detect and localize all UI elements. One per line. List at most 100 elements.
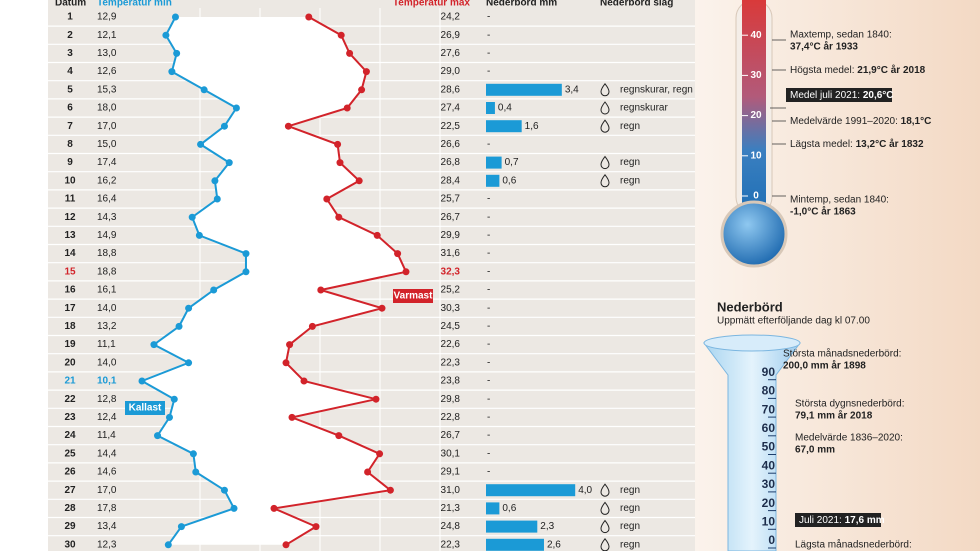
- precip-value: -: [487, 66, 490, 77]
- therm-tick-label: 0: [753, 191, 759, 202]
- min-point: [177, 523, 185, 531]
- july-box: [786, 88, 892, 102]
- max-point: [355, 177, 363, 185]
- precip-value: -: [487, 139, 490, 150]
- max-value: 24,2: [441, 12, 461, 23]
- precip-kind: regn: [620, 521, 640, 532]
- gauge-tick-label: 80: [762, 384, 776, 398]
- max-point: [373, 231, 381, 239]
- min-point: [220, 486, 228, 494]
- max-value: 24,8: [441, 521, 461, 532]
- min-value: 18,8: [97, 248, 117, 259]
- rain-icon: [600, 519, 610, 534]
- precip-value: -: [487, 321, 490, 332]
- max-value: 31,6: [441, 248, 461, 259]
- max-point: [300, 377, 308, 385]
- day: 1: [67, 12, 73, 23]
- coldest-label: Kallast: [129, 403, 162, 414]
- max-point: [336, 159, 344, 167]
- note: Medel juli 2021: 20,6°C: [790, 90, 894, 101]
- max-point: [378, 304, 386, 312]
- min-point: [197, 140, 205, 148]
- max-value: 29,8: [441, 394, 461, 405]
- min-point: [171, 13, 179, 21]
- precip-value: 1,6: [525, 121, 539, 132]
- precip-bar: [486, 120, 522, 133]
- precip-value: -: [487, 212, 490, 223]
- precip-value: 2,3: [540, 521, 554, 532]
- min-value: 14,0: [97, 357, 117, 368]
- max-value: 31,0: [441, 485, 461, 496]
- day: 21: [64, 376, 76, 387]
- min-value: 10,1: [97, 376, 117, 387]
- max-value: 26,8: [441, 157, 461, 168]
- gauge-tick-label: 0: [768, 533, 775, 547]
- min-value: 17,4: [97, 157, 117, 168]
- rain-icon: [600, 173, 610, 188]
- max-value: 26,7: [441, 212, 461, 223]
- min-value: 18,0: [97, 103, 117, 114]
- max-point: [364, 468, 372, 476]
- precip-value: -: [487, 357, 490, 368]
- precip-value: -: [487, 230, 490, 241]
- min-point: [242, 268, 250, 276]
- precip-kind: regnskurar, regn: [620, 84, 693, 95]
- day: 2: [67, 30, 73, 41]
- max-point: [334, 140, 342, 148]
- min-value: 12,3: [97, 539, 117, 550]
- max-point: [346, 49, 354, 57]
- therm-tick-label: 40: [750, 30, 762, 41]
- precip-value: 0,4: [498, 103, 512, 114]
- precip-value: -: [487, 30, 490, 41]
- min-point: [230, 504, 238, 512]
- min-point: [213, 195, 221, 203]
- max-point: [335, 213, 343, 221]
- min-value: 12,8: [97, 394, 117, 405]
- max-line: [270, 16, 408, 546]
- max-value: 30,3: [441, 303, 461, 314]
- day: 4: [67, 66, 73, 77]
- max-value: 25,7: [441, 194, 461, 205]
- max-point: [282, 541, 290, 549]
- max-value: 29,9: [441, 230, 461, 241]
- day: 14: [64, 248, 76, 259]
- header-tmin: Temperatur min: [97, 0, 172, 9]
- precip-kind: regn: [620, 157, 640, 168]
- precip-kind: regn: [620, 539, 640, 550]
- max-point: [337, 31, 345, 39]
- day: 7: [67, 121, 73, 132]
- max-point: [284, 122, 292, 130]
- note: Juli 2021: 17,6 mm: [799, 515, 885, 526]
- note: Maxtemp, sedan 1840:: [790, 30, 892, 41]
- day: 23: [64, 412, 76, 423]
- july-box: [795, 513, 881, 527]
- max-point: [394, 250, 402, 258]
- min-value: 13,0: [97, 48, 117, 59]
- max-value: 22,6: [441, 339, 461, 350]
- precip-kind: regn: [620, 503, 640, 514]
- min-point: [185, 304, 193, 312]
- therm-tick-label: 20: [750, 110, 762, 121]
- min-value: 15,3: [97, 84, 117, 95]
- gauge-tick-label: 60: [762, 421, 776, 435]
- min-value: 14,0: [97, 303, 117, 314]
- header-tmax: Temperatur max: [393, 0, 471, 9]
- gauge-tick-label: 70: [762, 402, 776, 416]
- precip-bar: [486, 174, 500, 187]
- precip-value: 0,6: [502, 175, 516, 186]
- thermometer-bulb: [720, 200, 788, 268]
- therm-tick-label: 30: [750, 70, 762, 81]
- day: 13: [64, 230, 76, 241]
- note: Lägsta medel: 13,2°C år 1832: [790, 138, 924, 150]
- max-value: 23,8: [441, 376, 461, 387]
- min-value: 14,6: [97, 467, 117, 478]
- precip-value: -: [487, 394, 490, 405]
- note: 79,1 mm år 2018: [795, 410, 873, 422]
- precip-bar: [486, 502, 500, 515]
- day: 18: [64, 321, 76, 332]
- min-point: [162, 31, 170, 39]
- note: 37,4°C år 1933: [790, 41, 858, 53]
- note: -1,0°C år 1863: [790, 206, 856, 218]
- max-point: [305, 13, 313, 21]
- max-point: [323, 195, 331, 203]
